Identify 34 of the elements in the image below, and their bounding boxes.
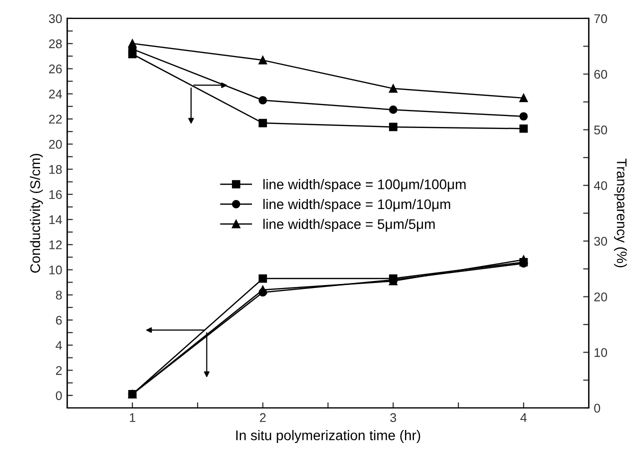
y-tick-label: 24 [49,90,62,98]
y-tick-label: 10 [49,266,62,274]
y-tick-label: 16 [49,190,62,200]
y-tick-label: 6 [56,316,62,325]
y2-tick-label: 60 [594,70,608,79]
y-tick-label: 22 [49,114,62,124]
y-tick-label: 30 [48,14,62,24]
x-tick-label: 1 [130,413,136,422]
y-tick-label: 14 [49,215,62,224]
y-tick-label: 20 [49,140,62,149]
y-tick-label: 8 [56,290,62,300]
y2-tick-label: 30 [594,236,608,246]
y2-tick-label: 70 [594,14,608,24]
y2-axis-title: Transparency (%) [614,158,628,268]
y2-tick-label: 10 [594,348,608,357]
y2-tick-label: 40 [594,181,608,190]
y2-tick-label: 0 [594,404,600,413]
y2-tick-label: 50 [594,126,608,134]
x-axis-title: In situ polymerization time (hr) [236,430,420,443]
legend-label: line width/space = 10μm/10μm [263,198,450,212]
x-tick-label: 4 [520,413,527,422]
y-axis-title: Conductivity (S/cm) [30,154,43,273]
legend-label: line width/space = 5μm/5μm [263,218,435,232]
y-tick-label: 26 [49,64,62,74]
legend-label: line width/space = 100μm/100μm [263,179,466,192]
y-tick-label: 12 [49,240,62,250]
x-tick-label: 2 [260,413,266,422]
y-tick-label: 28 [49,39,62,48]
y-tick-label: 0 [56,391,62,400]
y2-tick-label: 20 [594,292,608,302]
y-tick-label: 2 [56,366,62,375]
y-tick-label: 4 [56,341,62,350]
x-tick-label: 3 [390,413,396,422]
y-tick-label: 18 [49,165,62,174]
